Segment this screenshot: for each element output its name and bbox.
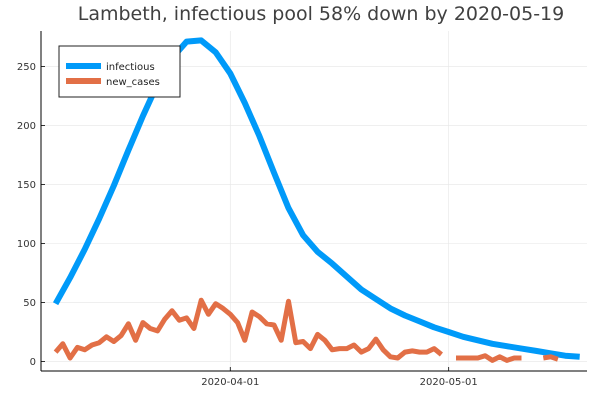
y-tick-label: 100	[17, 239, 36, 250]
series-line-new-cases-segment-2	[456, 353, 522, 363]
legend-label-new-cases: new_cases	[106, 77, 160, 88]
chart-title: Lambeth, infectious pool 58% down by 202…	[78, 3, 565, 25]
axis-ticks: 0 50 100 150 200 250 2020-04-01 2020-05-01	[17, 62, 478, 388]
legend: infectious new_cases	[58, 45, 181, 98]
x-tick-label: 2020-05-01	[420, 377, 478, 388]
series-line-infectious	[52, 37, 580, 360]
y-tick-label: 50	[23, 298, 36, 309]
legend-label-infectious: infectious	[106, 62, 155, 73]
y-tick-label: 250	[17, 62, 36, 73]
legend-box	[58, 45, 181, 98]
y-tick-label: 150	[17, 180, 36, 191]
y-tick-label: 200	[17, 121, 36, 132]
x-tick-label: 2020-04-01	[201, 377, 259, 388]
series-line-new-cases-segment-3	[542, 354, 559, 362]
series-line-new-cases-segment-1	[53, 297, 443, 361]
series-layer	[52, 37, 580, 363]
y-tick-label: 0	[30, 357, 36, 368]
